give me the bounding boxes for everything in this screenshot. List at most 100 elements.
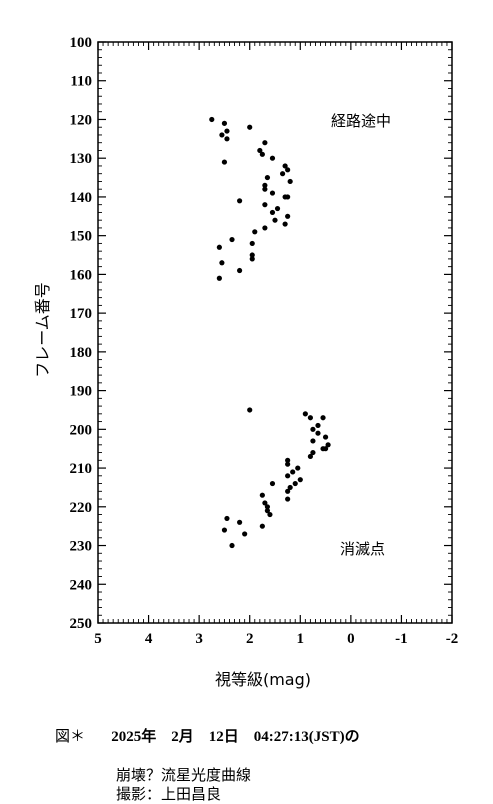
data-point: [224, 515, 230, 522]
x-tick-label: -1: [395, 631, 408, 647]
annotation-endpoint: 消滅点: [340, 540, 385, 558]
data-point: [242, 531, 248, 537]
x-tick-label: -2: [446, 631, 459, 647]
data-point: [229, 542, 235, 549]
data-point: [269, 209, 276, 216]
data-series: [209, 116, 331, 549]
y-tick-label: 100: [70, 35, 93, 51]
data-point: [269, 190, 276, 196]
x-axis-title-text: 視等級(mag): [215, 670, 311, 689]
data-point: [295, 465, 301, 471]
data-point: [287, 484, 293, 491]
data-point: [224, 136, 230, 142]
data-point: [219, 132, 225, 138]
y-tick-label: 250: [70, 616, 93, 632]
data-point: [310, 438, 316, 444]
data-point: [302, 411, 308, 417]
data-point: [269, 480, 276, 487]
y-tick-label: 200: [70, 422, 93, 438]
data-point: [285, 457, 291, 463]
x-tick-label: 4: [145, 631, 153, 647]
data-point: [320, 415, 326, 421]
caption-photographer: 撮影：上田昌良: [116, 785, 222, 803]
data-point: [249, 256, 255, 262]
data-point: [310, 426, 316, 432]
data-point: [247, 124, 253, 130]
data-point: [274, 205, 281, 212]
data-point: [247, 407, 253, 413]
data-point: [322, 434, 329, 440]
data-point: [310, 449, 316, 456]
x-tick-label: 3: [195, 631, 203, 647]
y-tick-label: 130: [70, 151, 93, 167]
caption-title: 崩壊？流星光度曲線: [116, 766, 252, 784]
data-point: [221, 159, 228, 165]
data-point: [262, 202, 268, 208]
data-point: [279, 171, 286, 177]
y-axis-title: フレーム番号: [33, 282, 52, 378]
data-point: [259, 523, 265, 529]
data-point: [285, 496, 291, 502]
data-point: [262, 225, 268, 231]
data-point: [287, 178, 293, 185]
data-point: [224, 128, 230, 134]
plot-frame: [97, 41, 453, 624]
data-point: [264, 508, 271, 514]
y-tick-label: 160: [70, 267, 93, 283]
data-point: [221, 120, 228, 126]
caption-date: 2025年 2月 12日 04:27:13(JST)の: [111, 729, 360, 745]
y-tick-label: 190: [70, 384, 93, 400]
x-axis: 5 4 3 2 1 0 -1 -2: [94, 42, 458, 647]
y-tick-label: 110: [70, 74, 92, 90]
data-point: [292, 480, 298, 487]
data-point: [262, 140, 268, 146]
data-point: [262, 182, 268, 188]
data-point: [259, 492, 265, 498]
data-point: [209, 116, 215, 123]
y-tick-label: 170: [70, 306, 93, 322]
data-point: [264, 504, 271, 510]
data-point: [237, 198, 243, 204]
data-point: [325, 442, 331, 448]
data-point: [257, 147, 263, 154]
data-point: [307, 415, 313, 421]
data-point: [252, 229, 258, 235]
data-point: [216, 244, 222, 250]
y-tick-label: 210: [70, 461, 93, 477]
y-tick-label: 140: [70, 190, 93, 206]
data-point: [249, 240, 255, 247]
data-point: [285, 473, 291, 479]
data-point: [285, 194, 291, 200]
data-point: [320, 446, 326, 452]
data-point: [259, 151, 265, 157]
data-point: [285, 213, 291, 219]
y-tick-label: 180: [70, 345, 93, 361]
data-point: [267, 511, 273, 518]
x-tick-label: 0: [347, 631, 355, 647]
data-point: [219, 260, 225, 266]
x-tick-label: 2: [246, 631, 254, 647]
data-point: [307, 453, 313, 460]
data-point: [272, 217, 278, 223]
data-point: [282, 163, 288, 169]
chart-svg: 5 4 3 2 1 0 -1 -2 10011012013014015016017018019…: [33, 35, 458, 689]
data-point: [285, 167, 291, 173]
data-point: [297, 477, 303, 483]
x-tick-label: 1: [297, 631, 305, 647]
y-axis: 100 110 120 130 140 150 160 170 180 190 200 210 220 2…: [70, 35, 452, 632]
y-tick-label: 240: [70, 577, 93, 593]
data-point: [264, 174, 271, 181]
data-point: [290, 469, 296, 475]
data-point: [229, 236, 235, 243]
data-point: [269, 155, 276, 161]
y-tick-label: 230: [70, 539, 93, 555]
figure-caption: 図＊ 2025年 2月 12日 04:27:13(JST)の 崩壊？流星光度曲線…: [40, 708, 360, 804]
data-point: [315, 430, 321, 436]
data-point: [249, 252, 255, 258]
data-point: [285, 461, 291, 467]
data-point: [262, 186, 268, 192]
y-tick-label: 150: [70, 229, 93, 245]
data-point: [216, 275, 222, 281]
data-point: [237, 519, 243, 525]
caption-label: 図＊: [55, 727, 86, 745]
